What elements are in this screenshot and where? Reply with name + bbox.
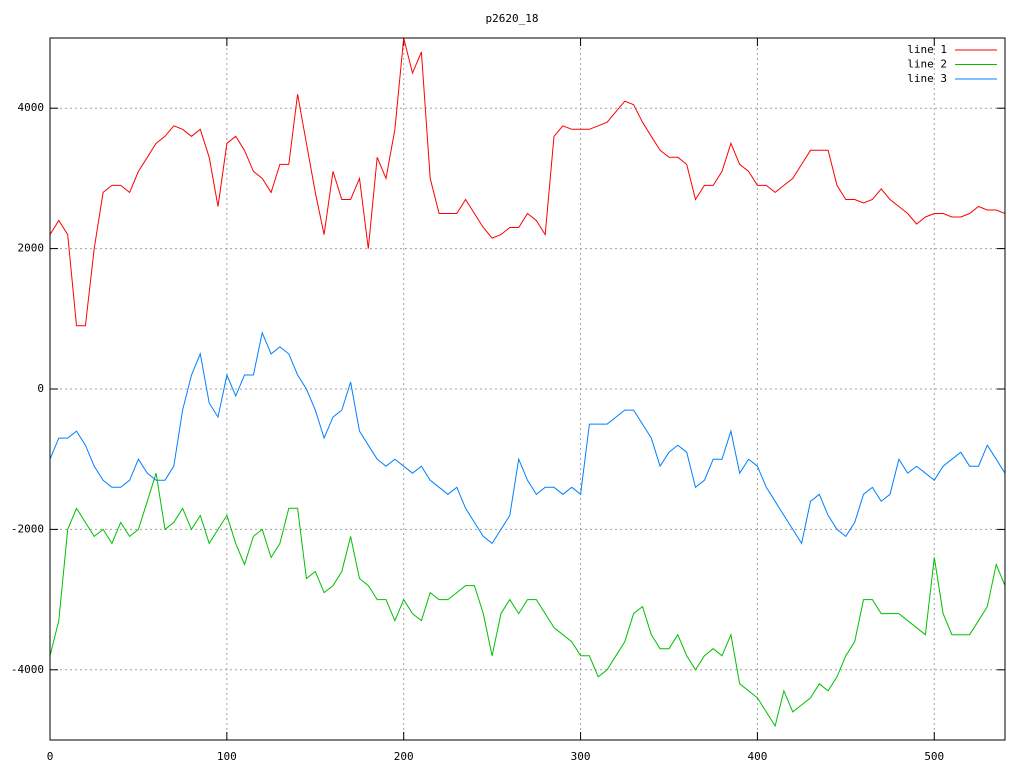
y-tick-label: 4000 [18,101,45,114]
x-tick-label: 500 [924,750,944,763]
y-tick-label: 0 [37,382,44,395]
y-tick-label: -4000 [11,663,44,676]
data-line [50,331,1005,545]
x-tick-label: 100 [217,750,237,763]
y-tick-label: 2000 [18,242,45,255]
legend-label: line 1 [907,43,947,56]
chart-title: p2620_18 [486,12,539,25]
plot-frame [49,37,1006,741]
legend-label: line 2 [907,58,947,71]
legend-label: line 3 [907,72,947,85]
x-tick-label: 300 [571,750,591,763]
x-tick-label: 200 [394,750,414,763]
data-line [50,473,1005,728]
data-line [50,38,1005,327]
y-tick-label: -2000 [11,522,44,535]
x-tick-label: 0 [47,750,54,763]
x-tick-label: 400 [747,750,767,763]
